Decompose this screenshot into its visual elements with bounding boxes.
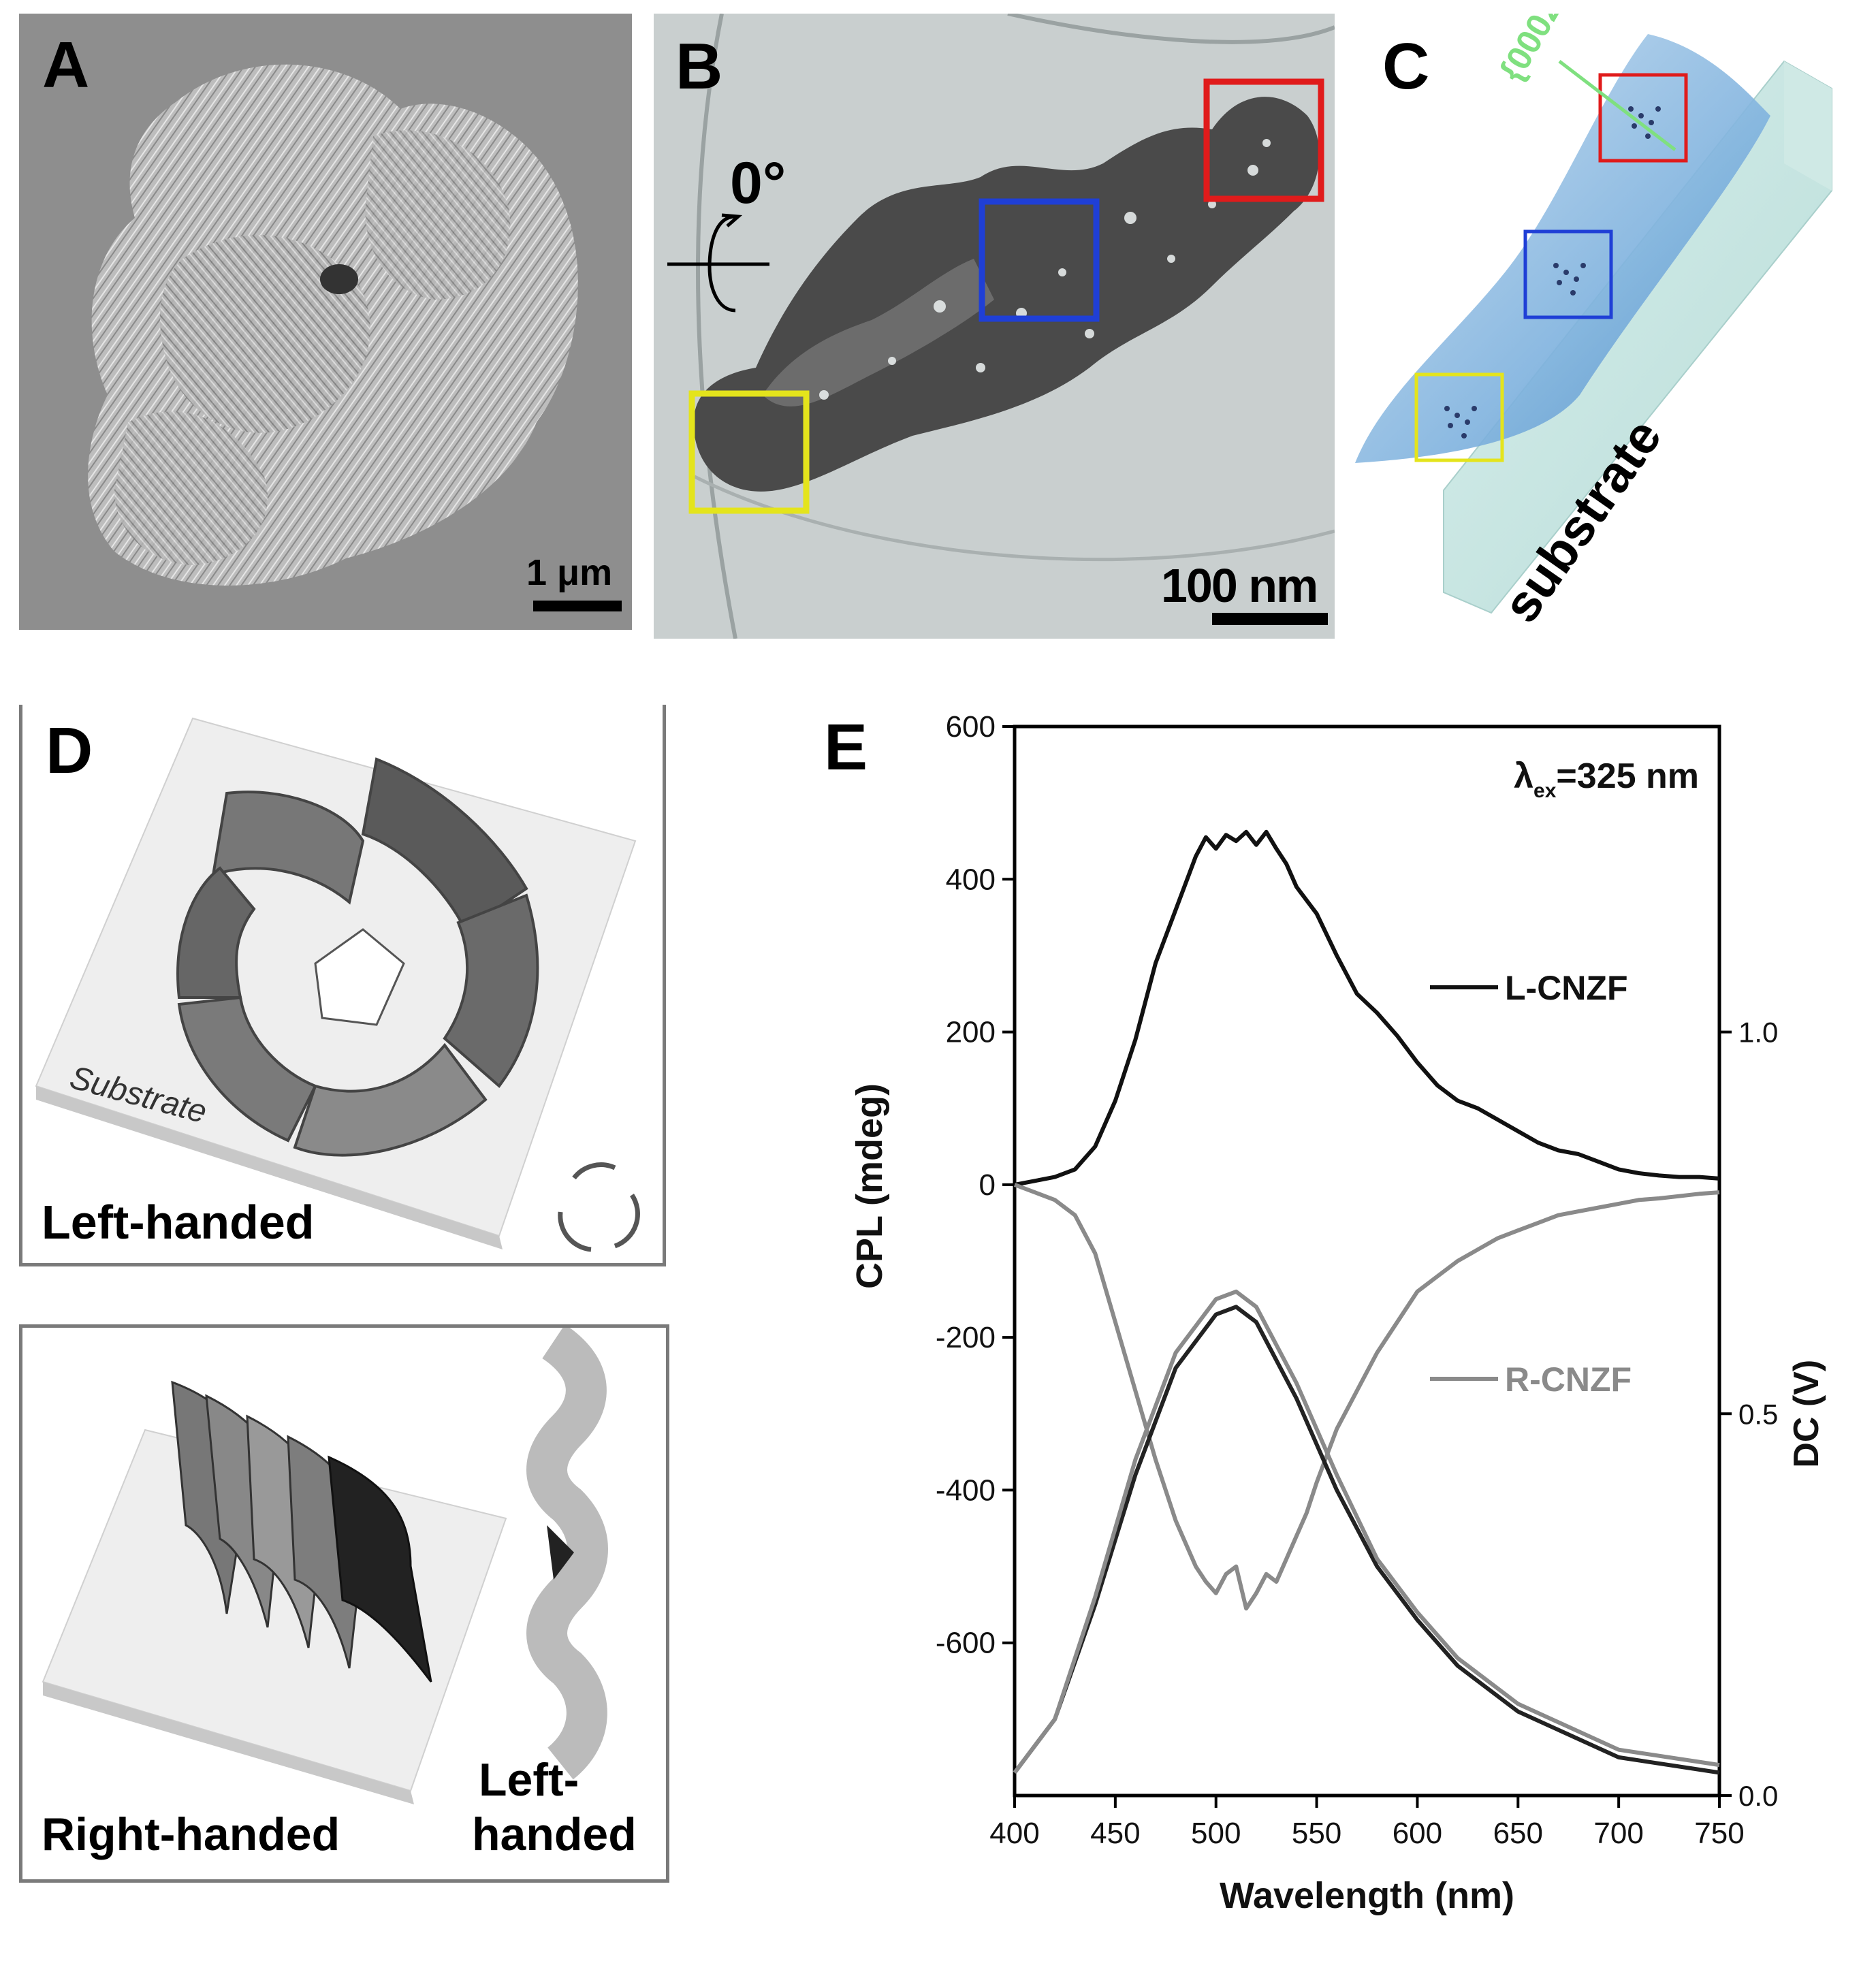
panel-d-top: D Substrate Left-handed bbox=[22, 705, 663, 1263]
y2-tick-label: 1.0 bbox=[1738, 1017, 1778, 1049]
cpl-chart: 400 450 500 550 600 650 700 750 600 400 200 0 -200 -4… bbox=[849, 710, 1826, 1916]
left-handed-schematic bbox=[35, 717, 640, 1252]
panel-b: B 0° 100 nm bbox=[654, 14, 1335, 639]
y-tick-label: -200 bbox=[936, 1321, 996, 1354]
series-line-3 bbox=[1013, 1289, 1720, 1774]
substrate-schematic bbox=[1355, 34, 1832, 614]
y-tick-label: -400 bbox=[936, 1473, 996, 1507]
x-tick-label: 400 bbox=[989, 1817, 1039, 1850]
right-handed-caption: Right-handed bbox=[42, 1808, 340, 1860]
panel-label-d: D bbox=[46, 714, 93, 787]
left-handed-side-caption-1: Left- bbox=[479, 1754, 579, 1806]
sem-micrograph bbox=[88, 64, 622, 611]
legend-label-1: R-CNZF bbox=[1505, 1360, 1632, 1399]
x-tick-label: 750 bbox=[1694, 1817, 1744, 1850]
y-tick-label: 400 bbox=[946, 863, 996, 896]
scale-bar-label: 1 μm bbox=[526, 552, 613, 593]
x-tick-label: 650 bbox=[1493, 1817, 1543, 1850]
panel-label-e: E bbox=[824, 711, 868, 784]
panel-d-top-frame bbox=[19, 705, 666, 1266]
left-handed-caption: Left-handed bbox=[42, 1196, 315, 1249]
panel-d-bottom: Right-handed Left- handed bbox=[22, 1328, 666, 1879]
x-tick-label: 450 bbox=[1090, 1817, 1140, 1850]
panel-c: C {0002} substrate bbox=[1355, 14, 1859, 639]
tem-micrograph bbox=[667, 14, 1335, 639]
y-tick-label: 0 bbox=[979, 1168, 996, 1202]
x-axis-label: Wavelength (nm) bbox=[1220, 1875, 1514, 1916]
plot-frame bbox=[1013, 724, 1721, 1798]
y2-axis-label: DC (V) bbox=[1787, 1360, 1826, 1468]
left-handed-side-caption-2: handed bbox=[472, 1808, 637, 1860]
panel-a: A 1 μm bbox=[19, 14, 632, 630]
rotation-label: 0° bbox=[730, 150, 786, 216]
panel-d-bottom-frame bbox=[19, 1324, 669, 1883]
y-tick-label: 200 bbox=[946, 1016, 996, 1049]
right-handed-schematic bbox=[42, 1328, 608, 1804]
x-tick-label: 600 bbox=[1393, 1817, 1442, 1850]
legend-label-0: L-CNZF bbox=[1505, 969, 1628, 1007]
x-tick-label: 500 bbox=[1191, 1817, 1241, 1850]
y-axis-label: CPL (mdeg) bbox=[849, 1083, 890, 1289]
x-tick-label: 550 bbox=[1292, 1817, 1341, 1850]
y-tick-label: -600 bbox=[936, 1627, 996, 1660]
y-tick-label: 600 bbox=[946, 710, 996, 744]
excitation-annotation: λex=325 nm bbox=[1514, 756, 1699, 802]
series-line-2 bbox=[1013, 1305, 1720, 1775]
scale-bar-label: 100 nm bbox=[1161, 559, 1318, 612]
series-line-1 bbox=[1013, 1183, 1720, 1611]
panel-label-a: A bbox=[42, 29, 90, 101]
panel-label-b: B bbox=[675, 30, 723, 103]
x-tick-label: 700 bbox=[1593, 1817, 1643, 1850]
panel-label-c: C bbox=[1382, 30, 1430, 103]
y2-tick-label: 0.5 bbox=[1738, 1398, 1778, 1430]
y2-tick-label: 0.0 bbox=[1738, 1780, 1778, 1812]
series-line-0 bbox=[1014, 829, 1720, 1187]
